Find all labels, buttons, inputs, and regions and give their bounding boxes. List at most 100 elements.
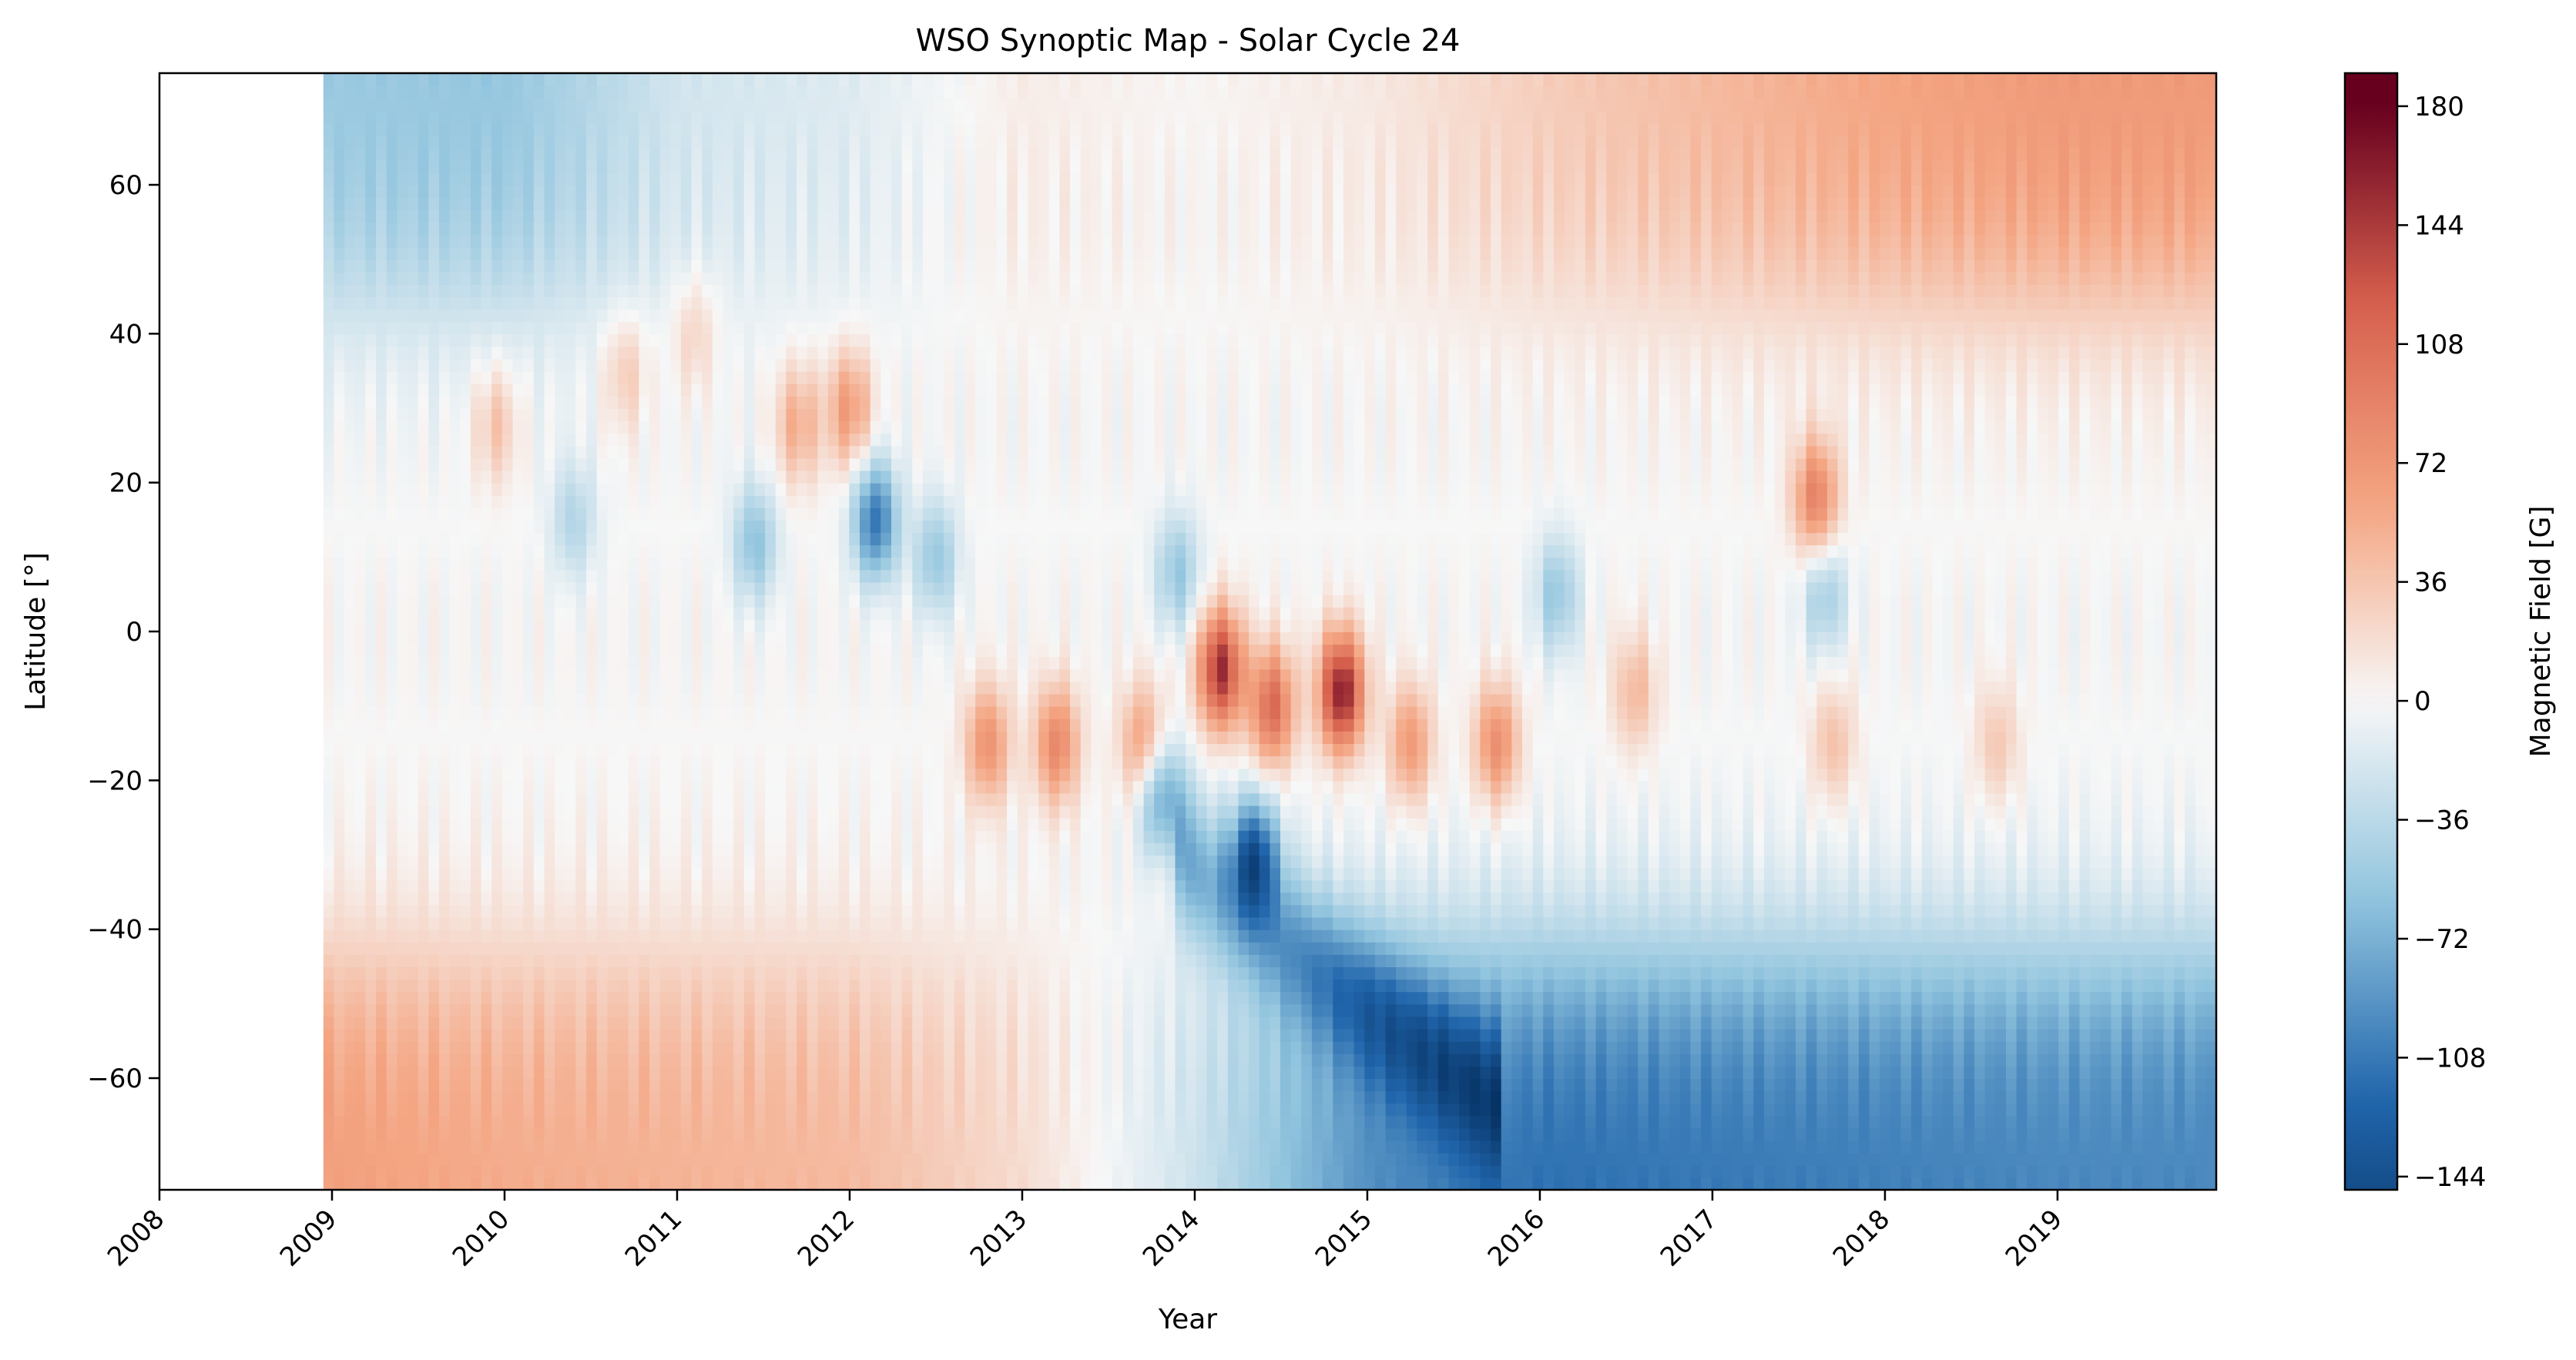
heatmap-cell (450, 644, 461, 657)
heatmap-cell (786, 979, 797, 992)
heatmap-cell (670, 644, 682, 657)
heatmap-cell (817, 1016, 829, 1029)
heatmap-cell (786, 309, 797, 322)
heatmap-cell (450, 806, 461, 819)
heatmap-cell (365, 544, 377, 558)
heatmap-cell (891, 1153, 903, 1166)
heatmap-cell (755, 780, 766, 793)
heatmap-cell (639, 706, 650, 719)
heatmap-cell (481, 569, 493, 582)
heatmap-cell (355, 309, 367, 322)
heatmap-cell (344, 1029, 356, 1042)
heatmap-cell (891, 260, 903, 273)
heatmap-cell (776, 234, 787, 247)
heatmap-cell (471, 197, 482, 210)
heatmap-cell (555, 272, 566, 285)
heatmap-cell (870, 185, 882, 198)
heatmap-cell (334, 731, 345, 744)
heatmap-cell (439, 719, 451, 732)
heatmap-cell (439, 792, 451, 806)
heatmap-cell (523, 309, 535, 322)
heatmap-cell (807, 681, 819, 694)
heatmap-cell (713, 842, 724, 856)
heatmap-cell (365, 359, 377, 372)
heatmap-cell (460, 1053, 471, 1067)
heatmap-cell (344, 333, 356, 347)
heatmap-cell (523, 408, 535, 421)
heatmap-cell (334, 420, 345, 434)
heatmap-cell (523, 520, 535, 533)
heatmap-cell (418, 917, 430, 930)
heatmap-cell (755, 842, 766, 856)
heatmap-cell (681, 557, 693, 570)
heatmap-cell (786, 346, 797, 359)
heatmap-cell (428, 321, 440, 334)
heatmap-cell (702, 818, 713, 831)
heatmap-cell (534, 384, 545, 397)
heatmap-cell (418, 954, 430, 967)
heatmap-cell (681, 247, 693, 260)
heatmap-cell (776, 644, 787, 657)
heatmap-cell (681, 507, 693, 521)
heatmap-cell (523, 830, 535, 843)
heatmap-cell (418, 247, 430, 260)
heatmap-cell (849, 917, 860, 930)
heatmap-cell (324, 619, 335, 632)
heatmap-cell (545, 284, 556, 297)
heatmap-cell (397, 122, 408, 136)
heatmap-cell (870, 731, 882, 744)
heatmap-cell (744, 694, 756, 707)
heatmap-cell (649, 1041, 661, 1054)
heatmap-cell (880, 942, 892, 955)
heatmap-cell (839, 384, 850, 397)
heatmap-cell (418, 706, 430, 719)
heatmap-cell (523, 296, 535, 310)
heatmap-cell (776, 483, 787, 496)
heatmap-cell (575, 668, 587, 682)
heatmap-cell (481, 1115, 493, 1128)
heatmap-cell (660, 420, 672, 434)
heatmap-cell (670, 396, 682, 409)
heatmap-cell (733, 855, 745, 868)
heatmap-cell (344, 520, 356, 533)
heatmap-cell (902, 644, 914, 657)
heatmap-cell (692, 408, 703, 421)
heatmap-cell (765, 209, 776, 223)
heatmap-cell (786, 160, 797, 173)
heatmap-cell (660, 917, 672, 930)
heatmap-cell (681, 1078, 693, 1091)
heatmap-cell (334, 991, 345, 1004)
heatmap-cell (639, 234, 650, 247)
heatmap-cell (502, 644, 514, 657)
heatmap-cell (755, 1141, 766, 1154)
heatmap-cell (397, 457, 408, 471)
heatmap-cell (523, 445, 535, 458)
heatmap-cell (723, 607, 735, 620)
heatmap-cell (880, 668, 892, 682)
heatmap-cell (575, 904, 587, 917)
heatmap-cell (660, 209, 672, 223)
heatmap-cell (660, 719, 672, 732)
heatmap-cell (649, 1053, 661, 1067)
heatmap-cell (639, 1016, 650, 1029)
heatmap-cell (817, 1003, 829, 1017)
heatmap-cell (607, 260, 619, 273)
heatmap-cell (607, 1090, 619, 1104)
heatmap-cell (660, 1078, 672, 1091)
heatmap-cell (460, 631, 471, 645)
heatmap-cell (765, 420, 776, 434)
heatmap-cell (755, 85, 766, 99)
heatmap-cell (828, 321, 840, 334)
heatmap-cell (755, 904, 766, 917)
heatmap-cell (597, 396, 609, 409)
heatmap-cell (376, 222, 387, 235)
heatmap-cell (860, 371, 871, 384)
heatmap-cell (681, 681, 693, 694)
heatmap-cell (365, 719, 377, 732)
heatmap-cell (397, 706, 408, 719)
heatmap-cell (755, 260, 766, 273)
heatmap-cell (481, 296, 493, 310)
heatmap-cell (807, 495, 819, 508)
heatmap-cell (491, 445, 503, 458)
heatmap-cell (880, 557, 892, 570)
